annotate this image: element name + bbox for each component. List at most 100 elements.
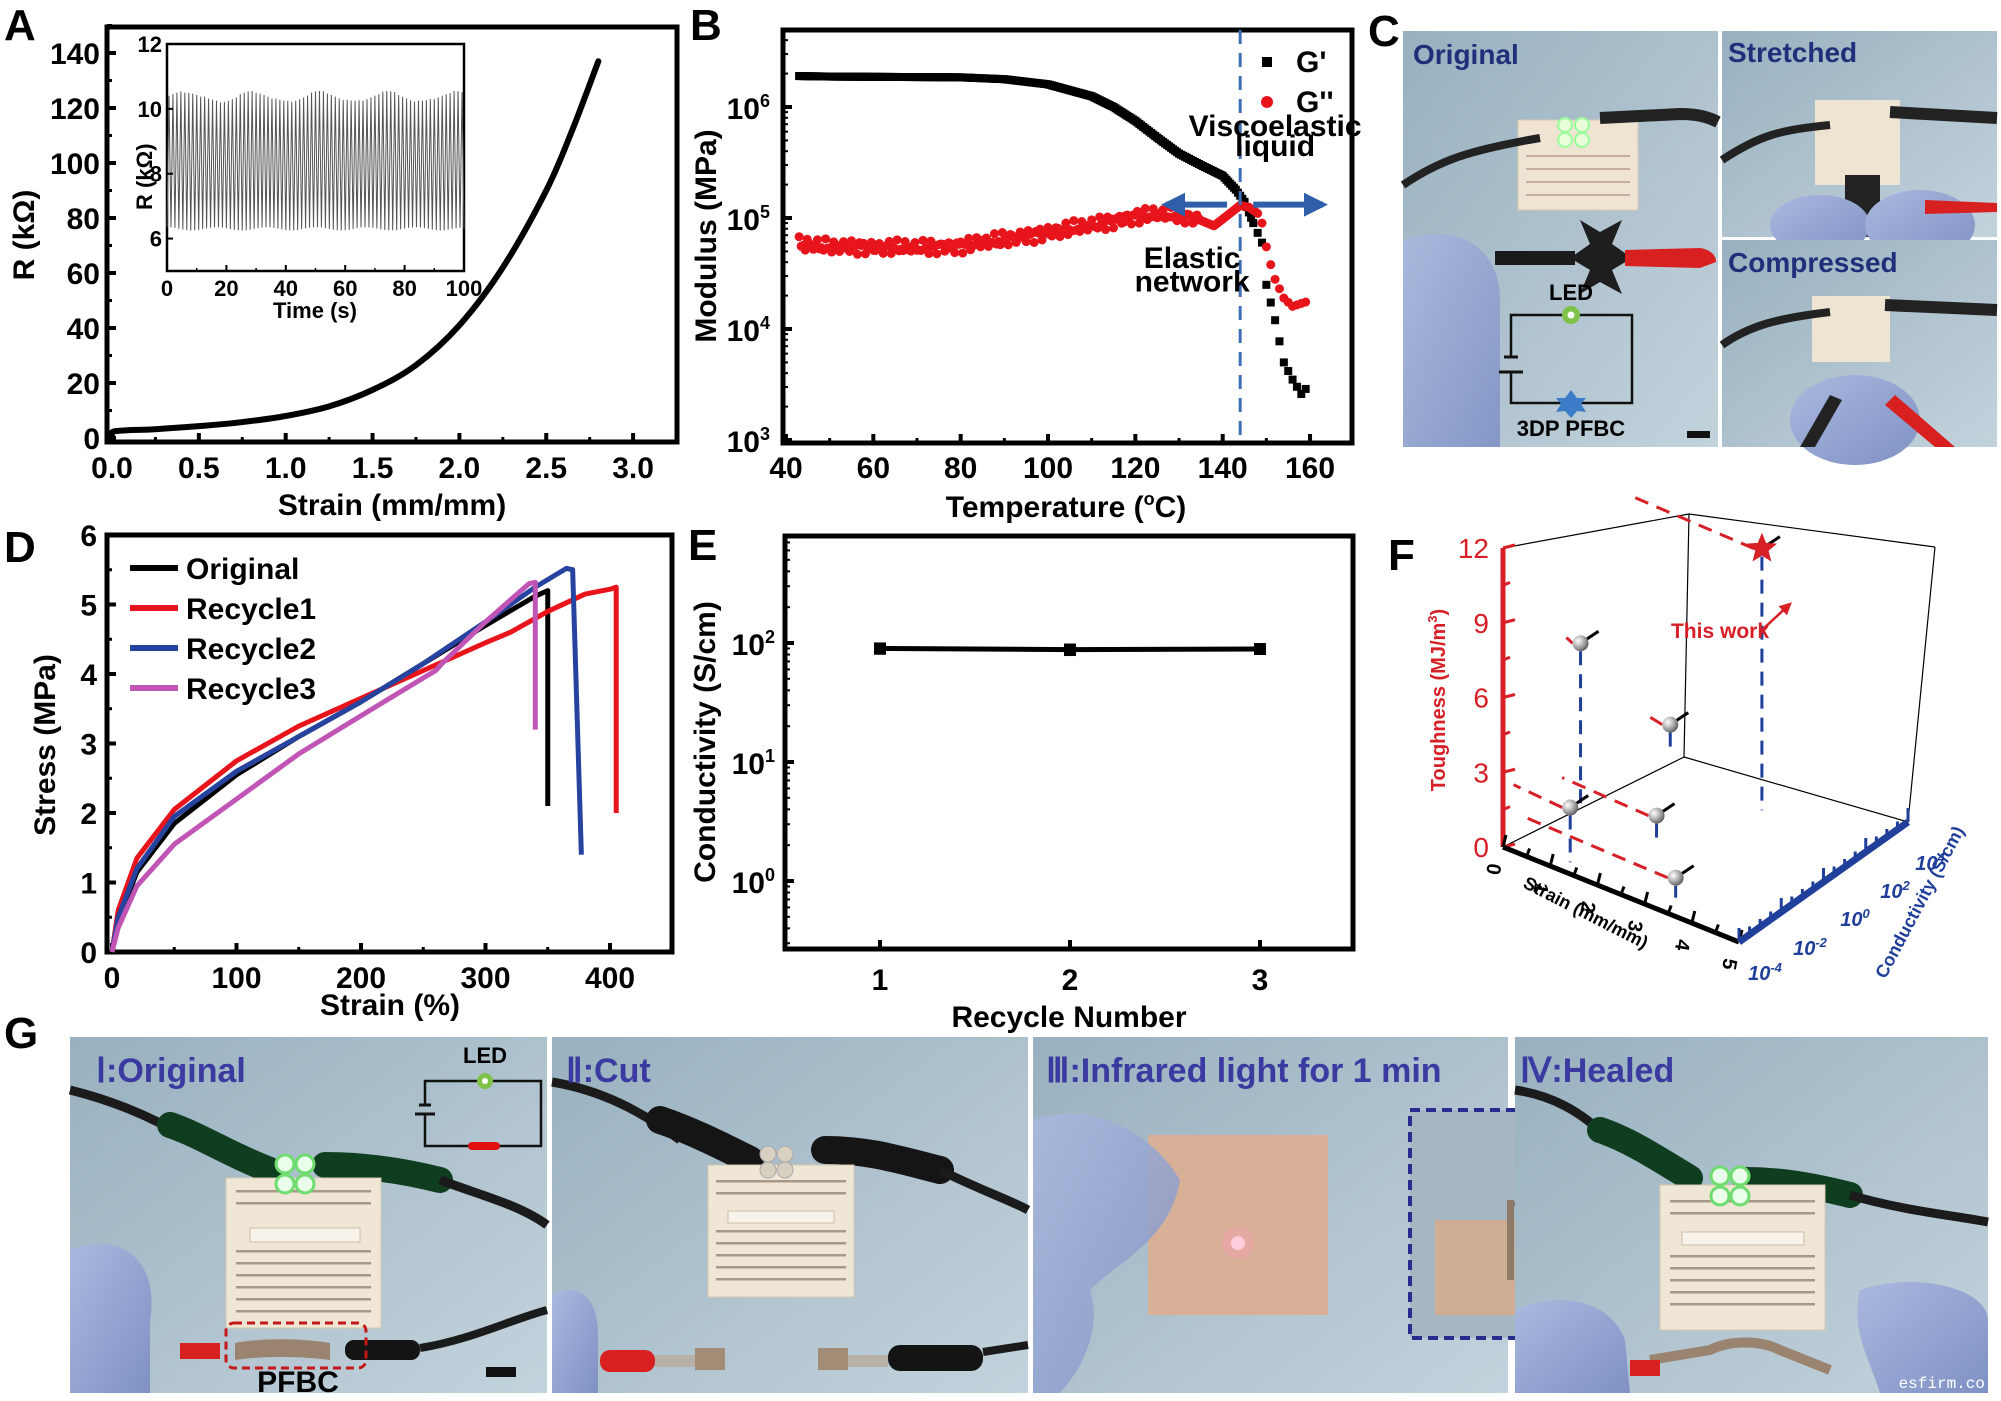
- x-tick: [1619, 885, 1626, 896]
- chart-a-xlabel: Strain (mm/mm): [278, 489, 506, 522]
- chart-f-zlabel-pre: Toughness (MJ/m: [1428, 623, 1450, 792]
- pfbc-cut-piece: [695, 1348, 725, 1370]
- chart-b-legend: G' G'': [1261, 46, 1334, 119]
- pfbc-cut-piece: [818, 1348, 848, 1370]
- numeral-i: Ⅰ: [96, 1053, 106, 1090]
- y-tick-label: 60: [67, 258, 100, 291]
- legend-label-g-prime: G': [1296, 46, 1326, 79]
- led-light: [1709, 1165, 1731, 1187]
- black-clip: [1495, 251, 1575, 265]
- pfbc-resistor-icon: [468, 1142, 500, 1150]
- y-tick-label: 105: [727, 202, 770, 237]
- guide-line-toughness: [1565, 636, 1574, 645]
- chart-a-ylabel: R (kΩ): [8, 190, 41, 281]
- led-light: [1729, 1165, 1751, 1187]
- x-tick-label: 2.5: [525, 452, 567, 485]
- g-double-prime-marker: [852, 249, 862, 259]
- annotation-text: network: [1135, 265, 1250, 298]
- numeral-iii: Ⅲ: [1046, 1053, 1069, 1090]
- black-cable: [1400, 134, 1541, 189]
- g-double-prime-marker: [1301, 297, 1311, 307]
- inset-y-tick-label: 8: [150, 162, 162, 187]
- glove-shape: [1403, 233, 1500, 447]
- scale-bar: [486, 1367, 516, 1377]
- led-icon-center: [1567, 311, 1575, 319]
- x-tick-label: 1: [1528, 881, 1552, 896]
- breadboard: [225, 1177, 382, 1329]
- g-double-prime-marker: [794, 232, 804, 242]
- data-point: [1254, 643, 1266, 656]
- photo-panel-g: PFBC Ⅰ:Original LED: [68, 1037, 1989, 1399]
- z-tick-label: 3: [1473, 757, 1489, 788]
- chart-e: 1 2 3 100 101 102 Recycle Number Conductivity…: [689, 533, 1356, 1034]
- guide-line-stub: [1661, 802, 1676, 813]
- chart-a-inset-ylabel: R (kΩ): [132, 143, 157, 210]
- photo-c-original: Original LED 3DP PFBC: [1400, 31, 1721, 447]
- chart-b-ticks: 40 60 80 100 120 140 160 103 104 105 106: [727, 39, 1335, 485]
- x-tick-label: 1.0: [265, 452, 307, 485]
- g-double-prime-marker: [918, 235, 928, 245]
- panel-label-g: G: [4, 1009, 38, 1058]
- red-clip: [1885, 395, 1955, 447]
- led-off: [759, 1145, 777, 1163]
- inset-y-tick-label: 12: [138, 32, 162, 57]
- star-marker: [1746, 532, 1778, 562]
- x-tick-label: 0: [104, 962, 121, 995]
- legend-label: Recycle1: [186, 593, 316, 626]
- g-double-prime-marker: [1021, 237, 1031, 247]
- inset-x-tick-label: 40: [274, 276, 298, 301]
- chart-d-xlabel: Strain (%): [320, 989, 460, 1022]
- legend-label: Recycle3: [186, 673, 316, 706]
- chart-f-zlabel-post: ): [1428, 609, 1450, 616]
- label-text: :Original: [106, 1052, 246, 1090]
- photo-c-compressed: Compressed: [1719, 240, 1998, 465]
- g-double-prime-marker: [1029, 237, 1039, 247]
- photo-c-stretched-label: Stretched: [1728, 37, 1857, 68]
- chart-b-xlabel-pre: Temperature (: [946, 491, 1144, 524]
- legend-marker-g-double-prime: [1261, 96, 1273, 108]
- star-conductor: [1570, 220, 1632, 294]
- g-double-prime-marker: [878, 248, 888, 258]
- label-text: :Healed: [1551, 1052, 1674, 1090]
- photo-g-infrared-label: Ⅲ:Infrared light for 1 min: [1046, 1052, 1442, 1090]
- g-double-prime-marker: [924, 249, 934, 259]
- z-tick-label: 12: [1458, 533, 1489, 564]
- x-tick-label: 160: [1285, 452, 1335, 485]
- led-icon-center: [482, 1078, 488, 1084]
- sphere-marker: [1572, 635, 1589, 652]
- sphere-marker: [1648, 807, 1665, 824]
- metal-pin: [848, 1355, 888, 1367]
- x-tick-label: 0.0: [91, 452, 133, 485]
- chart-a-series-line: [108, 58, 602, 440]
- led-light: [1709, 1185, 1731, 1207]
- x-tick-label: 300: [460, 962, 510, 995]
- black-clip: [1800, 395, 1842, 447]
- x-tick-label: 0.5: [178, 452, 220, 485]
- led-off: [776, 1145, 794, 1163]
- black-cable: [1719, 121, 1831, 164]
- photo-g-infrared: Ⅲ:Infrared light for 1 min: [1033, 1037, 1593, 1393]
- y-tick-label: 104: [727, 313, 770, 348]
- g-double-prime-marker: [1140, 204, 1150, 214]
- g-double-prime-marker: [1061, 218, 1071, 228]
- breadboard-channel: [727, 1210, 835, 1224]
- g-prime-marker: [1258, 238, 1267, 247]
- y-tick-label: 0: [80, 937, 97, 970]
- chart-b-ylabel: Modulus (MPa): [690, 129, 723, 342]
- x-tick-label: 100: [211, 962, 261, 995]
- guide-line-stub: [1675, 711, 1690, 722]
- chart-e-xlabel: Recycle Number: [951, 1001, 1186, 1034]
- chart-e-series: [874, 642, 1266, 657]
- chart-f-guides: [1512, 493, 1781, 898]
- g-prime-marker: [1253, 228, 1262, 237]
- y-tick-label: 40: [67, 313, 100, 346]
- copper-sheet: [1148, 1135, 1328, 1315]
- red-clip: [1630, 1360, 1660, 1376]
- inset-x-tick-label: 80: [392, 276, 416, 301]
- glove-shape: [1515, 1300, 1630, 1393]
- panel-label-a: A: [4, 1, 36, 50]
- led-light: [294, 1173, 316, 1195]
- g-double-prime-marker: [812, 235, 822, 245]
- y-tick-label: 100: [50, 148, 100, 181]
